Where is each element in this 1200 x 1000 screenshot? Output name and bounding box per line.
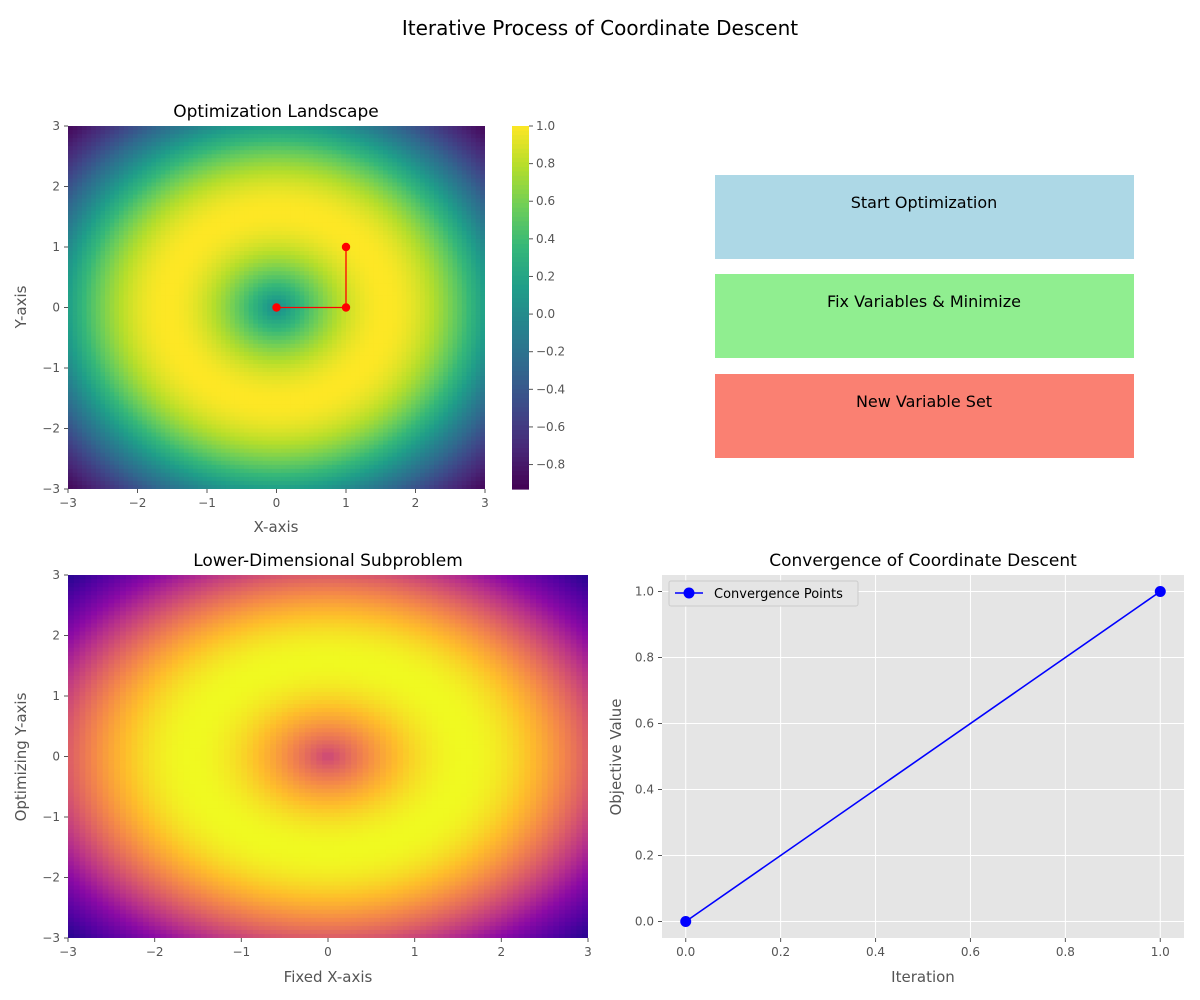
x-tick-label: 0.8 — [1056, 945, 1075, 959]
figure-title: Iterative Process of Coordinate Descent — [402, 16, 798, 40]
convergence-xlabel: Iteration — [891, 968, 955, 986]
y-tick-label: −1 — [42, 361, 60, 375]
start-optimization-button[interactable]: Start Optimization — [715, 175, 1134, 259]
fix-variables-label: Fix Variables & Minimize — [827, 292, 1021, 311]
y-tick-label: 0.6 — [635, 717, 654, 731]
convergence-line — [685, 590, 1161, 923]
subproblem-panel: Lower-Dimensional Subproblem −3 −2 −1 0 1 2 3−… — [12, 551, 592, 986]
landscape-xlabel: X-axis — [254, 518, 299, 536]
y-tick-label: 1.0 — [635, 585, 654, 599]
legend-marker — [683, 587, 695, 599]
convergence-grid — [662, 575, 1184, 938]
y-tick-label: 0.8 — [635, 651, 654, 665]
new-variable-set-label: New Variable Set — [856, 392, 992, 411]
y-tick-label: −2 — [42, 871, 60, 885]
landscape-path — [272, 242, 351, 312]
convergence-legend: Convergence Points — [668, 580, 859, 607]
x-tick-label: −1 — [198, 496, 216, 510]
colorbar-tick-label: 0.4 — [536, 232, 555, 246]
x-tick-label: 0 — [324, 945, 332, 959]
fix-variables-button[interactable]: Fix Variables & Minimize — [715, 274, 1134, 358]
colorbar-tick-label: −0.2 — [536, 345, 565, 359]
colorbar-tick-label: −0.4 — [536, 382, 565, 396]
colorbar-tick-label: −0.6 — [536, 420, 565, 434]
y-tick-label: −2 — [42, 422, 60, 436]
start-optimization-label: Start Optimization — [851, 193, 998, 212]
path-point — [341, 242, 351, 252]
x-tick-label: −2 — [146, 945, 164, 959]
legend-box — [668, 580, 859, 607]
path-point — [272, 303, 281, 312]
x-tick-label: 0.0 — [676, 945, 695, 959]
convergence-point — [680, 916, 692, 927]
colorbar-tick-label: 0.6 — [536, 194, 555, 208]
colorbar: 1.0 0.8 0.6 0.4 0.2 0.0 −0.2 −0.4 −0.6 −0.8 — [512, 119, 565, 490]
x-tick-label: 0.4 — [866, 945, 885, 959]
legend-label: Convergence Points — [714, 587, 843, 602]
y-tick-label: 2 — [52, 180, 60, 194]
new-variable-set-button-bg[interactable] — [715, 374, 1134, 458]
y-tick-label: 1 — [52, 689, 60, 703]
new-variable-set-button[interactable]: New Variable Set — [715, 374, 1134, 458]
y-tick-label: −3 — [42, 482, 60, 496]
landscape-ylabel: Y-axis — [12, 285, 30, 329]
x-tick-label: −3 — [59, 496, 77, 510]
x-tick-label: −2 — [129, 496, 147, 510]
convergence-title: Convergence of Coordinate Descent — [769, 551, 1077, 571]
start-optimization-button-bg[interactable] — [715, 175, 1134, 259]
y-tick-label: 0.0 — [635, 915, 654, 929]
colorbar-tick-label: 1.0 — [536, 119, 555, 133]
x-tick-label: 2 — [412, 496, 420, 510]
y-tick-label: 0 — [52, 750, 60, 764]
convergence-panel: Convergence of Coordinate Descent 0.0 0.2… — [607, 551, 1184, 986]
convergence-series — [680, 586, 1166, 927]
colorbar-tick-label: 0.8 — [536, 157, 555, 171]
x-tick-label: −1 — [232, 945, 250, 959]
colorbar-tick-label: 0.2 — [536, 269, 555, 283]
subproblem-ticks: −3 −2 −1 0 1 2 3 −3 −2 −1 0 1 2 3 — [42, 568, 592, 959]
y-tick-label: 3 — [52, 568, 60, 582]
landscape-panel: Optimization Landscape −3 −2 −1 0 1 2 3 −3 −2 −1 0… — [12, 102, 565, 536]
y-tick-label: −3 — [42, 931, 60, 945]
x-tick-label: 1.0 — [1151, 945, 1170, 959]
x-tick-label: 3 — [481, 496, 489, 510]
x-tick-label: 0.6 — [961, 945, 980, 959]
subproblem-ylabel: Optimizing Y-axis — [12, 692, 30, 821]
subproblem-xlabel: Fixed X-axis — [284, 968, 373, 986]
x-tick-label: 3 — [584, 945, 592, 959]
y-tick-label: 3 — [52, 119, 60, 133]
landscape-heatmap — [68, 126, 485, 489]
colorbar-tick-label: −0.8 — [536, 458, 565, 472]
x-tick-label: −3 — [59, 945, 77, 959]
convergence-point — [1154, 586, 1166, 597]
subproblem-title: Lower-Dimensional Subproblem — [193, 551, 463, 571]
y-tick-label: 0.4 — [635, 783, 654, 797]
x-tick-label: 0 — [273, 496, 281, 510]
landscape-title: Optimization Landscape — [173, 102, 378, 122]
path-point — [341, 303, 351, 312]
x-tick-label: 1 — [411, 945, 419, 959]
x-tick-label: 1 — [342, 496, 350, 510]
y-tick-label: 1 — [52, 240, 60, 254]
y-tick-label: −1 — [42, 810, 60, 824]
y-tick-label: 0 — [52, 301, 60, 315]
x-tick-label: 2 — [498, 945, 506, 959]
fix-variables-button-bg[interactable] — [715, 274, 1134, 358]
subproblem-heatmap — [68, 575, 588, 938]
button-panel: Start Optimization Fix Variables & Minim… — [715, 175, 1134, 458]
convergence-ylabel: Objective Value — [607, 698, 625, 815]
y-tick-label: 2 — [52, 629, 60, 643]
landscape-ticks: −3 −2 −1 0 1 2 3 −3 −2 −1 0 1 2 3 — [42, 119, 489, 510]
convergence-ticks: 0.0 0.2 0.4 0.6 0.8 1.0 0.0 0.2 0.4 0.6 0.8 1.0 — [635, 585, 1170, 960]
colorbar-tick-label: 0.0 — [536, 307, 555, 321]
y-tick-label: 0.2 — [635, 849, 654, 863]
x-tick-label: 0.2 — [771, 945, 790, 959]
